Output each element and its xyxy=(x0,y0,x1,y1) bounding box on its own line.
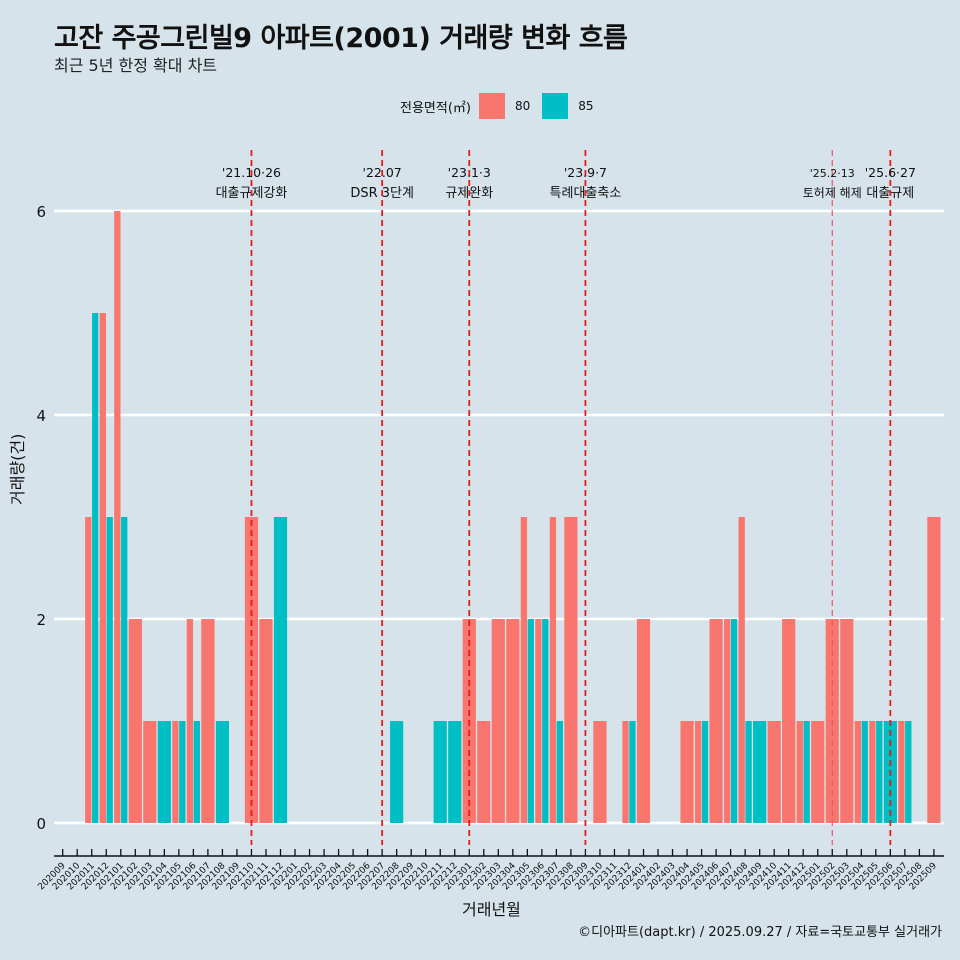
bar-85 xyxy=(433,721,447,823)
bar-85 xyxy=(106,517,113,823)
bar-80 xyxy=(680,721,694,823)
y-tick-label: 4 xyxy=(36,407,46,425)
bar-85 xyxy=(215,721,230,823)
bar-85 xyxy=(273,517,288,823)
event-name-label: 토허제 해제 xyxy=(803,186,862,200)
bar-80 xyxy=(724,619,731,823)
event-date-label: '23.1·3 xyxy=(448,165,491,180)
bar-80 xyxy=(840,619,854,823)
bar-80 xyxy=(520,517,528,823)
bar-80 xyxy=(549,517,557,823)
bar-80 xyxy=(738,517,745,823)
bar-80 xyxy=(85,517,92,823)
chart-title: 고잔 주공그린빌9 아파트(2001) 거래량 변화 흐름 xyxy=(54,23,628,54)
bar-80 xyxy=(767,721,781,823)
bar-85 xyxy=(121,517,128,823)
x-axis-title: 거래년월 xyxy=(462,900,521,919)
bar-80 xyxy=(564,517,578,823)
bar-85 xyxy=(753,721,767,823)
bar-85 xyxy=(179,721,186,823)
bar-85 xyxy=(803,721,810,823)
bars xyxy=(85,211,941,823)
bar-80 xyxy=(593,721,607,823)
bar-85 xyxy=(527,619,534,823)
event-name-label: 대출규제강화 xyxy=(216,186,288,201)
bar-80 xyxy=(869,721,876,823)
footer-credit: ©디아파트(dapt.kr) / 2025.09.27 / 자료=국토교통부 실… xyxy=(578,925,942,940)
legend-title: 전용면적(㎡) xyxy=(400,100,471,116)
event-date-label: '25.6·27 xyxy=(865,165,916,180)
bar-80 xyxy=(636,619,651,823)
bar-80 xyxy=(709,619,723,823)
bar-80 xyxy=(114,211,121,823)
bar-85 xyxy=(629,721,636,823)
bar-85 xyxy=(157,721,171,823)
bar-80 xyxy=(782,619,796,823)
bar-80 xyxy=(811,721,825,823)
event-date-label: '25.2·13 xyxy=(810,167,855,180)
bar-85 xyxy=(861,721,868,823)
bar-85 xyxy=(92,313,99,823)
y-tick-label: 2 xyxy=(36,611,46,629)
bar-80 xyxy=(622,721,629,823)
bar-80 xyxy=(491,619,505,823)
event-date-label: '22.07 xyxy=(363,165,402,180)
bar-85 xyxy=(730,619,738,823)
bar-80 xyxy=(927,517,941,823)
bar-85 xyxy=(745,721,752,823)
bar-85 xyxy=(905,721,912,823)
annotations: '21.10·26 대출규제강화 '22.07 DSR 3단계 '23.1·3 규제완화 '… xyxy=(216,150,916,845)
legend: 전용면적(㎡) 80 85 xyxy=(400,93,606,119)
y-axis: 0 2 4 6 xyxy=(36,203,46,833)
x-axis: 2020092020102020112020122021012021022021… xyxy=(36,849,944,892)
bar-80 xyxy=(99,313,106,823)
legend-swatch-85 xyxy=(542,93,569,119)
bar-85 xyxy=(448,721,462,823)
bar-80 xyxy=(898,721,905,823)
y-axis-title: 거래량(건) xyxy=(8,433,27,505)
y-tick-label: 6 xyxy=(36,203,46,221)
bar-85 xyxy=(193,721,200,823)
bar-80 xyxy=(506,619,520,823)
legend-label-85: 85 xyxy=(578,99,594,113)
event-name-label: 규제완화 xyxy=(445,186,493,201)
bar-80 xyxy=(128,619,142,823)
bar-85 xyxy=(876,721,883,823)
bar-85 xyxy=(556,721,563,823)
bar-80 xyxy=(854,721,861,823)
bar-80 xyxy=(143,721,157,823)
event-name-label: 대출규제 xyxy=(866,186,914,201)
bar-80 xyxy=(694,721,702,823)
bar-85 xyxy=(390,721,404,823)
y-tick-label: 0 xyxy=(36,815,46,833)
legend-swatch-80 xyxy=(478,93,505,119)
bar-80 xyxy=(796,721,803,823)
bar-85 xyxy=(542,619,549,823)
bar-80 xyxy=(172,721,179,823)
bar-80 xyxy=(186,619,194,823)
bar-80 xyxy=(477,721,491,823)
bar-80 xyxy=(201,619,215,823)
event-name-label: 특례대출축소 xyxy=(550,186,622,201)
chart-subtitle: 최근 5년 한정 확대 차트 xyxy=(54,56,218,75)
event-name-label: DSR 3단계 xyxy=(350,186,414,201)
bar-80 xyxy=(259,619,273,823)
bar-80 xyxy=(535,619,542,823)
event-date-label: '23.9·7 xyxy=(564,165,607,180)
bar-85 xyxy=(701,721,709,823)
legend-label-80: 80 xyxy=(514,99,531,113)
event-date-label: '21.10·26 xyxy=(222,165,281,180)
